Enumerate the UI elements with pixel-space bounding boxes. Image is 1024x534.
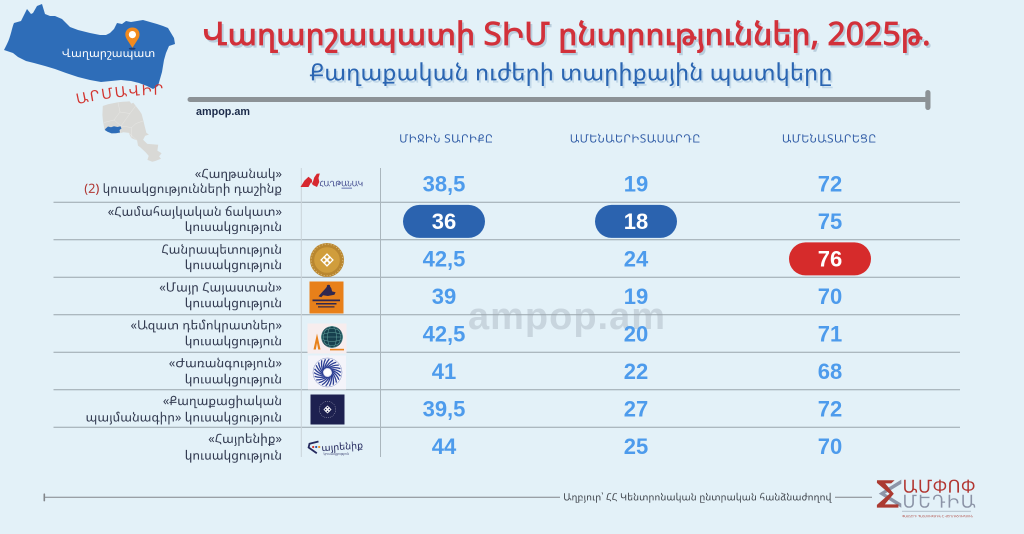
svg-text:27: 27 — [624, 397, 648, 422]
svg-text:72: 72 — [818, 397, 842, 422]
svg-text:42,5: 42,5 — [423, 322, 466, 347]
svg-text:76: 76 — [818, 247, 842, 272]
svg-text:44: 44 — [432, 434, 457, 459]
svg-text:22: 22 — [624, 359, 648, 384]
svg-text:68: 68 — [818, 359, 842, 384]
svg-text:38,5: 38,5 — [423, 172, 466, 197]
svg-text:19: 19 — [624, 284, 648, 309]
svg-text:25: 25 — [624, 434, 648, 459]
svg-text:70: 70 — [818, 284, 842, 309]
svg-text:20: 20 — [624, 322, 648, 347]
svg-text:ampop.am: ampop.am — [196, 106, 250, 118]
svg-text:41: 41 — [432, 359, 456, 384]
svg-text:19: 19 — [624, 172, 648, 197]
svg-text:18: 18 — [624, 209, 648, 234]
svg-text:72: 72 — [818, 172, 842, 197]
svg-text:71: 71 — [818, 322, 842, 347]
svg-text:ampop.am: ampop.am — [468, 296, 666, 338]
svg-text:39: 39 — [432, 284, 456, 309]
svg-text:39,5: 39,5 — [423, 397, 466, 422]
svg-text:70: 70 — [818, 434, 842, 459]
svg-text:36: 36 — [432, 209, 456, 234]
svg-text:24: 24 — [624, 247, 649, 272]
svg-text:75: 75 — [818, 209, 842, 234]
svg-text:42,5: 42,5 — [423, 247, 466, 272]
